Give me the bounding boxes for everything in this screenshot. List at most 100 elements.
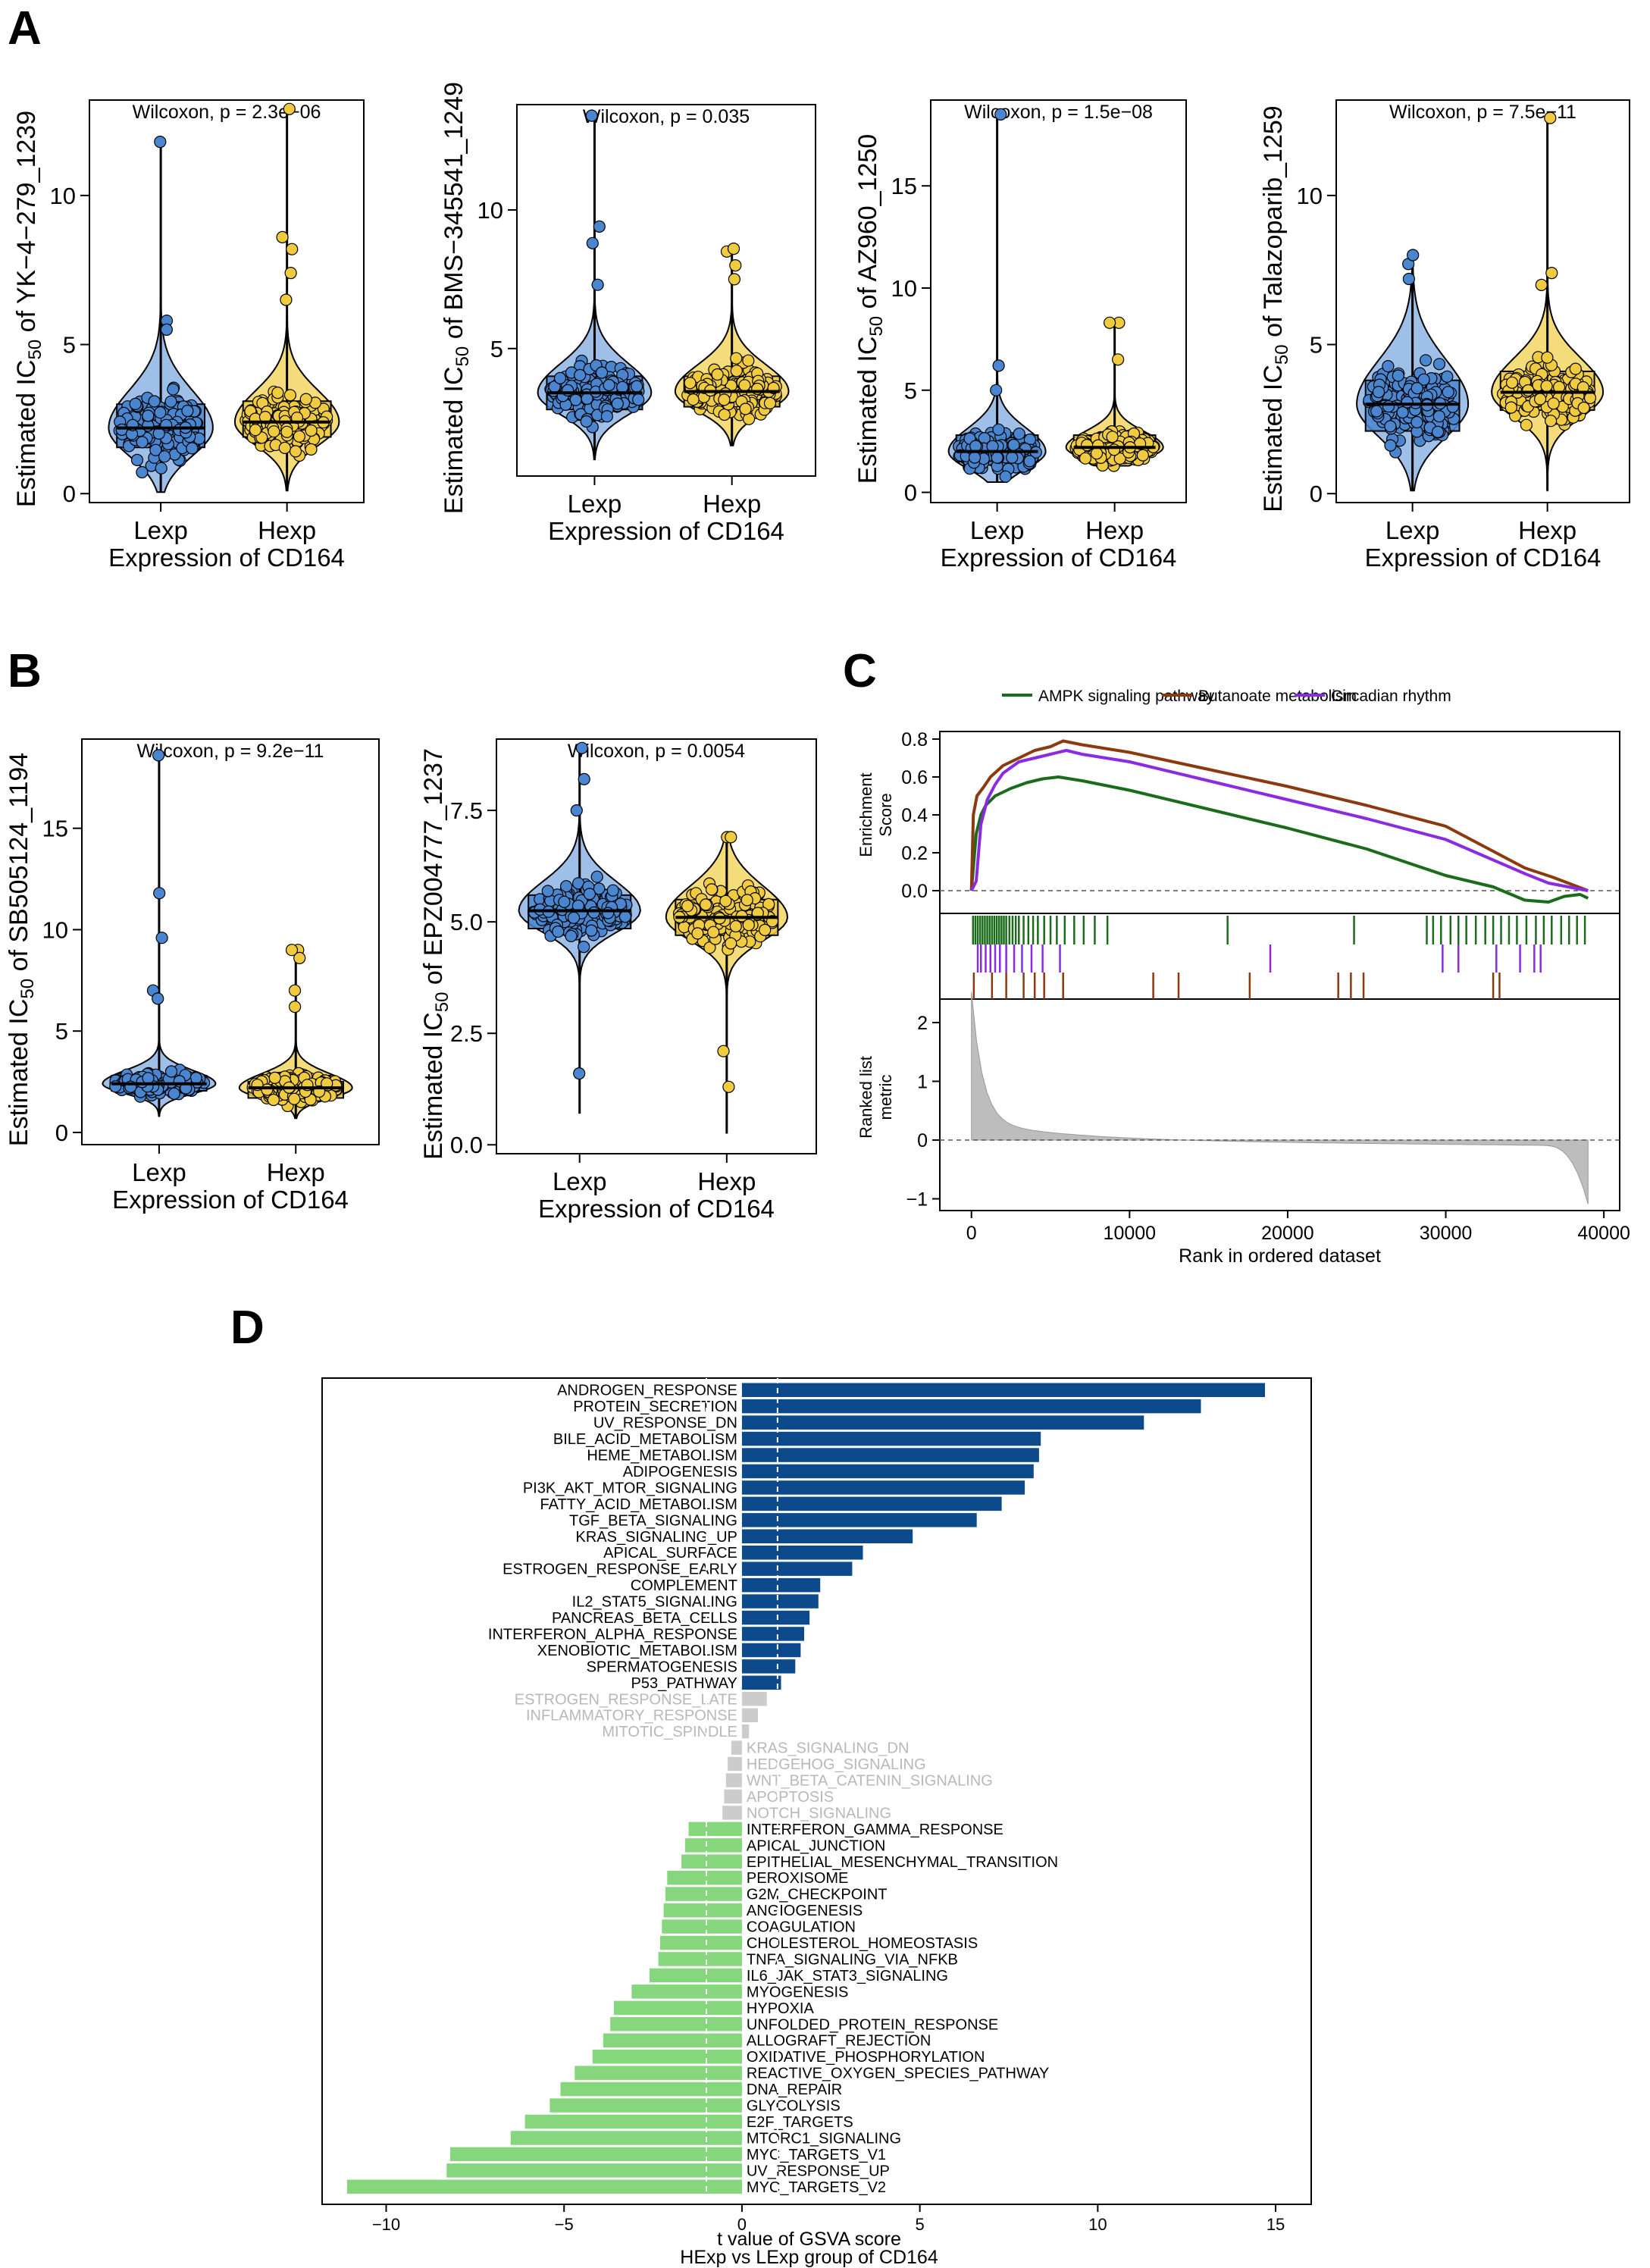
outlier-point (1545, 267, 1558, 280)
data-point (552, 925, 565, 938)
bar-hedgehog-signaling (728, 1756, 742, 1771)
data-point (167, 383, 180, 396)
outlier-point (1407, 249, 1420, 262)
outlier-point (152, 749, 165, 762)
outlier-point (155, 932, 168, 944)
rl-y-tick-label: 2 (917, 1013, 928, 1034)
bar-epithelial-mesenchymal-transition (681, 1854, 742, 1869)
data-point (992, 423, 1005, 436)
es-y-tick-label: 0.0 (901, 881, 928, 902)
bar-label: ESTROGEN_RESPONSE_EARLY (503, 1562, 737, 1578)
outlier-point (578, 772, 590, 786)
bar-label: DNA_REPAIR (747, 2082, 842, 2098)
data-point (1417, 373, 1430, 386)
data-point (1410, 415, 1423, 429)
y-axis-label: Estimated IC50 of EPZ004777_1237 (419, 748, 452, 1160)
bar-g2m-checkpoint (665, 1887, 742, 1901)
bar-wnt-beta-catenin-signaling (725, 1773, 742, 1787)
wilcoxon-pvalue: Wilcoxon, p = 9.2e−11 (137, 741, 324, 762)
data-point (271, 386, 284, 399)
rl-y-tick-label: 0 (917, 1130, 928, 1151)
outlier-point (573, 1067, 586, 1080)
data-point (583, 888, 596, 901)
bar-apical-junction (684, 1838, 742, 1853)
data-point (189, 1071, 202, 1085)
data-point (1540, 380, 1553, 393)
data-point (267, 1093, 280, 1107)
outlier-point (992, 359, 1005, 372)
data-point (1396, 406, 1409, 419)
data-point (740, 894, 753, 907)
data-point (681, 900, 694, 913)
bar-label: IL6_JAK_STAT3_SIGNALING (747, 1968, 948, 1984)
data-point (600, 410, 614, 423)
y-tick-label: 5 (490, 336, 503, 362)
x-tick-label: −5 (555, 2215, 574, 2234)
bar-myc-targets-v1 (450, 2147, 742, 2162)
y-axis-label: Estimated IC50 of BMS−345541_1249 (440, 82, 473, 514)
y-axis-label-suffix: of BMS−345541_1249 (440, 82, 468, 346)
data-point (288, 1092, 301, 1105)
y-tick-label: 10 (42, 916, 68, 943)
data-point (580, 415, 593, 428)
y-axis-label-prefix: Estimated IC (1259, 365, 1288, 512)
x-axis-label: Expression of CD164 (548, 517, 784, 545)
data-point (691, 927, 704, 940)
data-point (293, 430, 305, 443)
y-axis-label-prefix: Estimated IC (853, 337, 882, 484)
x-axis-label: Expression of CD164 (1365, 544, 1601, 572)
y-axis-label-suffix: of SB505124_1194 (5, 753, 33, 979)
bar-label: TNFA_SIGNALING_VIA_NFKB (747, 1951, 958, 1968)
x-tick-label: Lexp (132, 1158, 186, 1186)
bar-label: PANCREAS_BETA_CELLS (552, 1610, 737, 1627)
data-point (567, 911, 581, 924)
data-point (742, 354, 755, 367)
bar-cholesterol-homeostasis (660, 1935, 742, 1950)
data-point (742, 919, 755, 932)
y-axis-label-prefix: Estimated IC (5, 999, 33, 1147)
bar-il6-jak-stat3-signaling (649, 1968, 742, 1983)
bar-tgf-beta-signaling (741, 1513, 977, 1527)
bar-myc-targets-v2 (346, 2179, 742, 2194)
outlier-point (288, 984, 302, 997)
plot-frame (930, 99, 1187, 503)
data-point (999, 470, 1012, 483)
outlier-point (591, 278, 604, 291)
bar-label: IL2_STAT5_SIGNALING (572, 1594, 737, 1611)
data-point (541, 885, 554, 897)
y-axis-label: Estimated IC50 of SB505124_1194 (5, 753, 38, 1146)
es-axis-label: Score (876, 793, 895, 836)
data-point (1372, 385, 1385, 399)
bar-pancreas-beta-cells (741, 1610, 810, 1625)
outlier-point (160, 323, 173, 336)
data-point (130, 453, 144, 467)
x-tick-label: 20000 (1261, 1223, 1314, 1244)
data-point (1382, 360, 1395, 373)
x-axis-label: Expression of CD164 (112, 1186, 349, 1214)
y-tick-label: 5 (55, 1018, 68, 1045)
y-tick-label: 5 (1310, 332, 1323, 359)
bar-label: PI3K_AKT_MTOR_SIGNALING (523, 1480, 737, 1496)
data-point (1410, 381, 1423, 395)
data-point (305, 443, 318, 456)
data-point (1431, 425, 1445, 438)
x-tick-label: 15 (1266, 2215, 1285, 2234)
bar-label: EPITHELIAL_MESENCHYMAL_TRANSITION (747, 1854, 1058, 1871)
bar-label: APICAL_SURFACE (603, 1545, 737, 1562)
x-tick-label: 0 (737, 2215, 747, 2234)
y-axis-label-prefix: Estimated IC (12, 359, 41, 507)
outlier-point (727, 243, 740, 255)
outlier-point (152, 992, 164, 1005)
data-point (1080, 439, 1094, 452)
data-point (703, 941, 716, 954)
data-point (148, 395, 161, 408)
x-tick-label: 0 (966, 1223, 977, 1244)
bar-label: ESTROGEN_RESPONSE_LATE (515, 1691, 737, 1708)
bar-label: INTERFERON_ALPHA_RESPONSE (488, 1626, 737, 1643)
bar-label: KRAS_SIGNALING_UP (575, 1529, 737, 1546)
bar-xenobiotic-metabolism (741, 1643, 801, 1658)
bar-p53-pathway (741, 1675, 781, 1690)
bar-label: CHOLESTEROL_HOMEOSTASIS (747, 1935, 978, 1952)
data-point (299, 393, 312, 406)
